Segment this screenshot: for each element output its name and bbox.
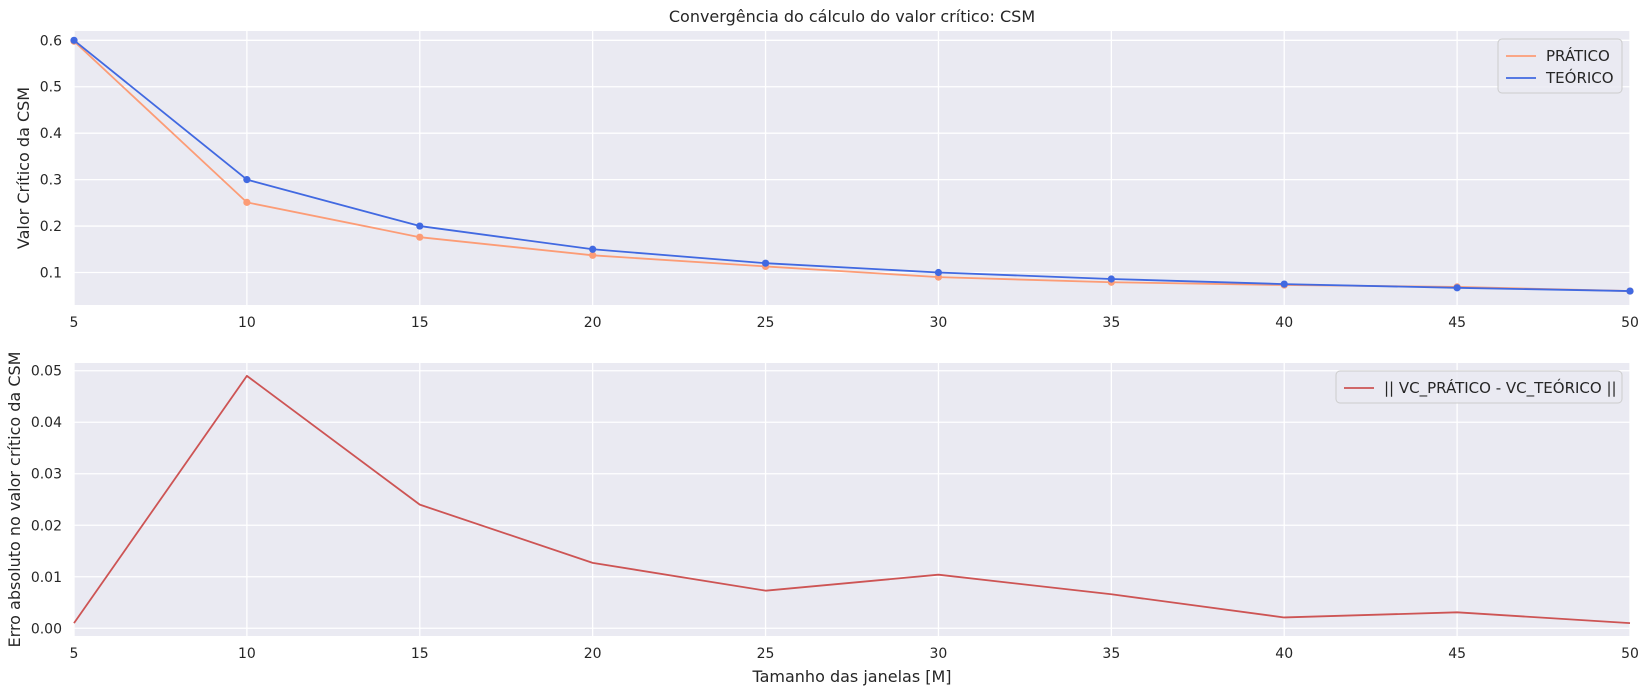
plot-area (74, 363, 1630, 636)
data-point (1280, 280, 1288, 288)
chart-panel-2: 5 10 15 20 25 30 35 40 45 50 0.00 0.01 0.02 0.03 0.04 0… (5, 352, 1639, 686)
y-tick-label: 0.6 (40, 33, 62, 49)
x-tick-label: 40 (1275, 646, 1293, 662)
data-point (934, 268, 943, 277)
x-tick-label: 25 (757, 315, 775, 331)
y-tick-label: 0.3 (40, 173, 62, 189)
data-point (243, 176, 251, 184)
x-tick-label: 30 (930, 646, 948, 662)
x-axis-label: Tamanho das janelas [M] (751, 667, 951, 686)
chart-panel-1: 5 10 15 20 25 30 35 40 45 50 0.1 0.2 0.3 0.4 0.5 0.6 Con… (14, 7, 1639, 331)
x-tick-label: 35 (1102, 315, 1120, 331)
y-tick-label: 0.4 (40, 126, 62, 142)
legend-box (1497, 38, 1623, 94)
x-tick-label: 35 (1102, 646, 1120, 662)
y-tick-label: 0.00 (31, 621, 62, 637)
data-point (70, 36, 78, 44)
chart-title: Convergência do cálculo do valor crítico… (669, 7, 1035, 26)
x-tick-label: 10 (238, 315, 256, 331)
y-tick-label: 0.5 (40, 80, 62, 96)
y-tick-label: 0.1 (40, 265, 62, 281)
x-tick-label: 50 (1621, 315, 1639, 331)
y-axis-label: Erro absoluto no valor crítico da CSM (5, 352, 24, 648)
x-tick-label: 5 (70, 315, 79, 331)
plot-area (74, 31, 1630, 305)
y-tick-label: 0.02 (31, 518, 62, 534)
y-tick-label: 0.01 (31, 570, 62, 586)
legend-label: || VC_PRÁTICO - VC_TEÓRICO || (1384, 378, 1617, 398)
data-point (416, 233, 424, 241)
x-tick-label: 20 (584, 646, 602, 662)
data-point (1107, 275, 1115, 283)
y-tick-label: 0.05 (31, 364, 62, 380)
series-line-1 (73, 374, 1631, 625)
x-tick-label: 50 (1621, 646, 1639, 662)
x-tick-label: 15 (411, 646, 429, 662)
x-tick-label: 25 (757, 646, 775, 662)
data-point (589, 245, 597, 253)
series-line-2 (73, 39, 1631, 292)
x-tick-label: 45 (1448, 646, 1466, 662)
x-tick-label: 15 (411, 315, 429, 331)
y-axis-label: Valor Crítico da CSM (14, 87, 33, 249)
legend-label: TEÓRICO (1545, 68, 1614, 87)
data-point (1626, 287, 1634, 295)
x-tick-label: 40 (1275, 315, 1293, 331)
data-point (761, 259, 770, 267)
legend: || VC_PRÁTICO - VC_TEÓRICO || (1335, 370, 1623, 404)
data-point (243, 198, 251, 206)
x-tick-label: 45 (1448, 315, 1466, 331)
data-point (589, 251, 597, 259)
y-tick-label: 0.03 (31, 467, 62, 483)
y-tick-label: 0.2 (40, 219, 62, 235)
legend-box (1335, 370, 1623, 404)
x-tick-label: 5 (70, 646, 79, 662)
x-tick-label: 20 (584, 315, 602, 331)
data-point (416, 222, 424, 230)
x-tick-label: 10 (238, 646, 256, 662)
legend: PRÁTICO TEÓRICO (1497, 38, 1623, 94)
x-tick-label: 30 (930, 315, 948, 331)
legend-label: PRÁTICO (1546, 46, 1610, 65)
y-tick-label: 0.04 (31, 415, 62, 431)
data-point (1453, 284, 1461, 292)
